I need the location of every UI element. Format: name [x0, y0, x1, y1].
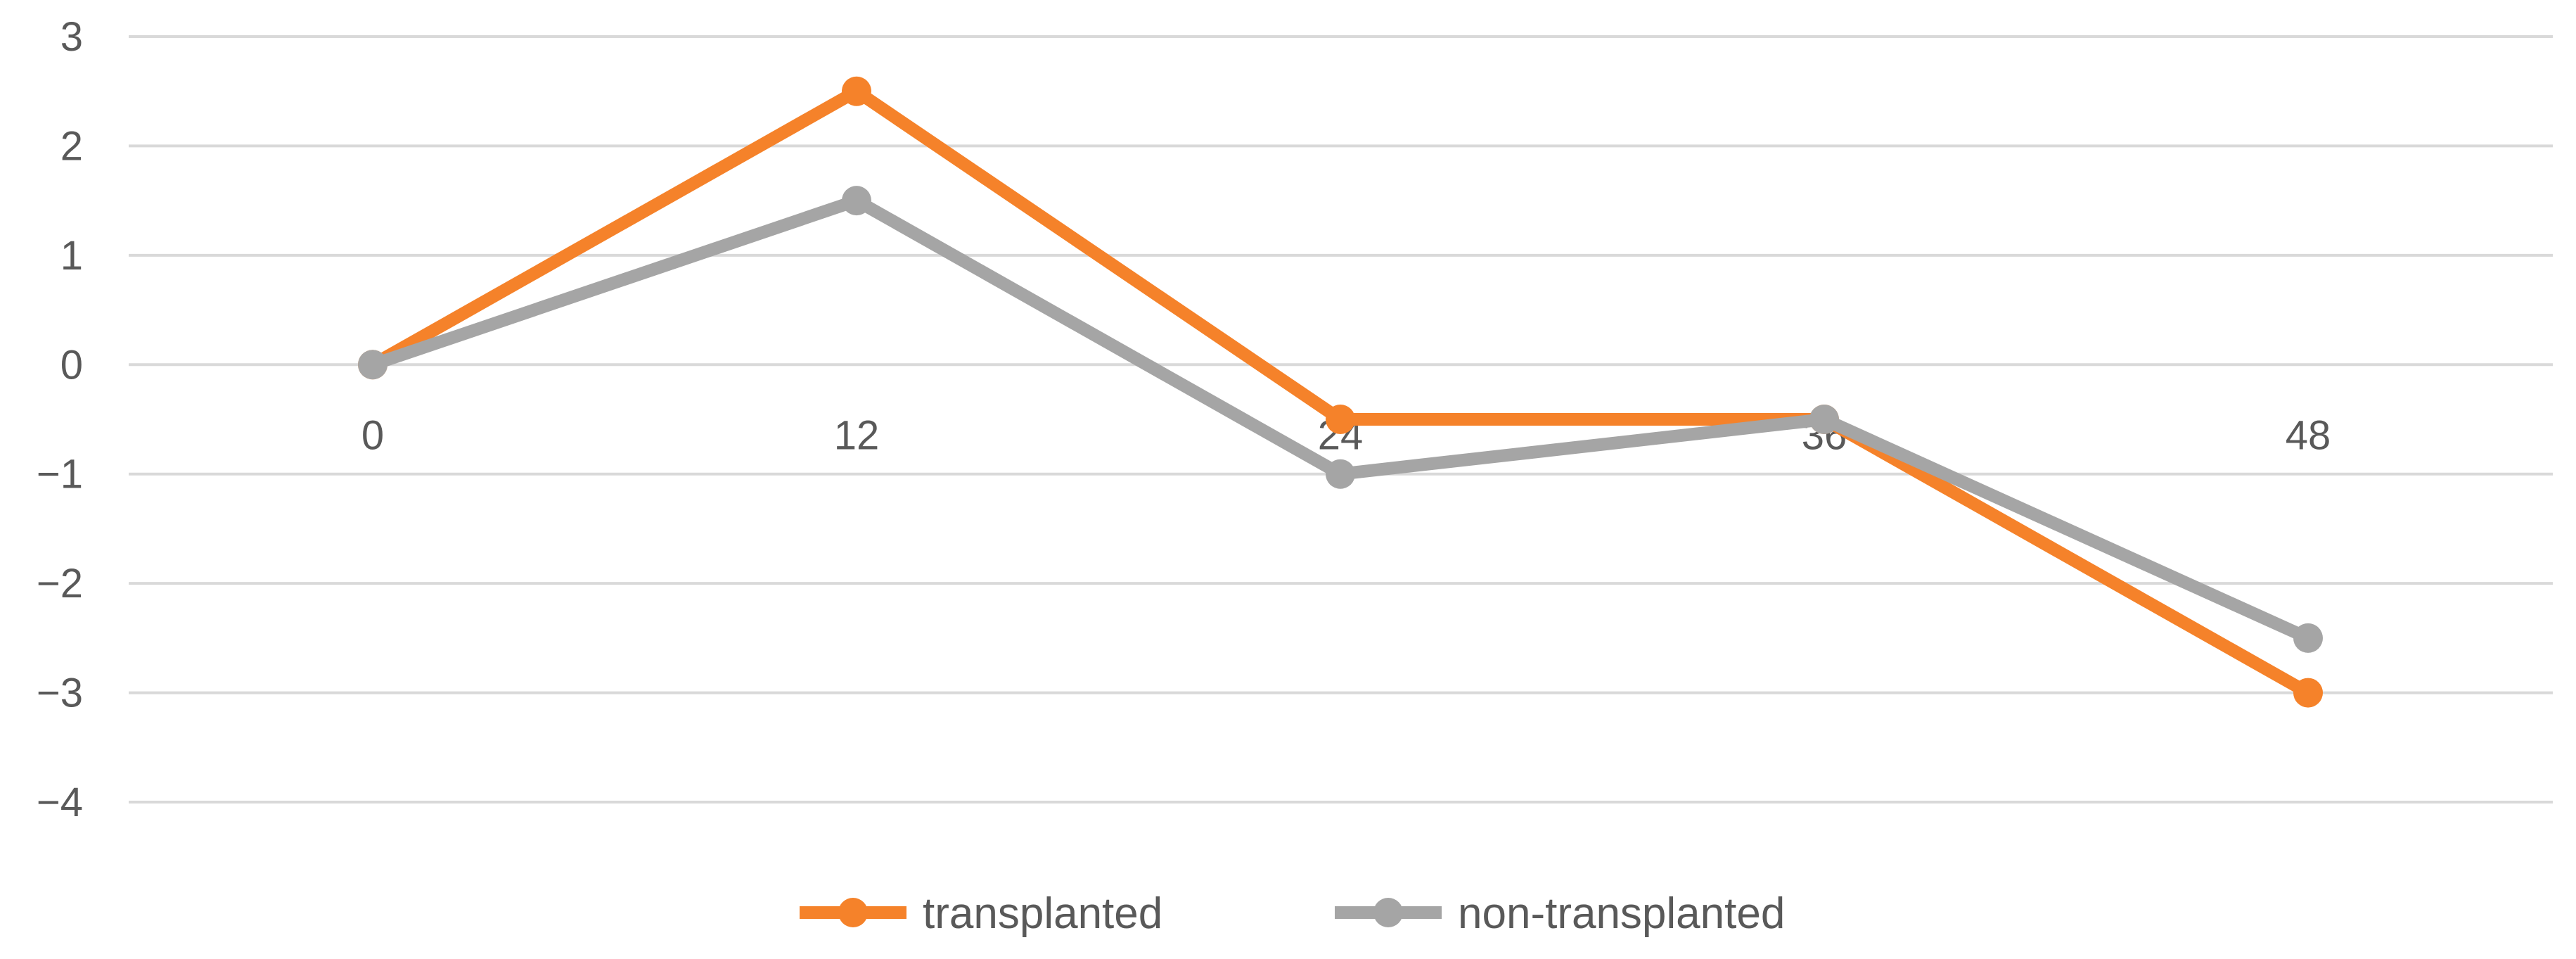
legend-label: non-transplanted — [1458, 889, 1785, 938]
series-transplanted — [358, 76, 2323, 708]
y-tick-label: −4 — [37, 780, 83, 825]
y-tick-label: −3 — [37, 671, 83, 716]
x-tick-label: 12 — [834, 412, 880, 458]
series-line — [366, 84, 2314, 699]
data-point — [842, 76, 871, 106]
data-point — [1326, 405, 1355, 434]
data-point — [358, 350, 387, 380]
y-tick-label: −2 — [37, 561, 83, 606]
data-point — [1809, 405, 1839, 434]
y-tick-label: 2 — [60, 123, 83, 169]
y-tick-label: 0 — [60, 342, 83, 388]
y-axis-ticks: 3 2 1 0 −1 −2 −3 −4 — [37, 14, 83, 825]
data-point — [1326, 459, 1355, 489]
legend-label: transplanted — [923, 889, 1162, 938]
legend-item: transplanted — [800, 889, 1162, 938]
legend-marker — [838, 898, 868, 927]
x-tick-label: 48 — [2286, 412, 2331, 458]
data-point — [2293, 623, 2323, 653]
data-point — [2293, 678, 2323, 708]
legend: transplanted non-transplanted — [800, 889, 1785, 938]
y-tick-label: 1 — [60, 233, 83, 279]
x-tick-label: 0 — [361, 412, 384, 458]
series-layer — [358, 76, 2323, 708]
y-tick-label: 3 — [60, 14, 83, 60]
data-point — [842, 186, 871, 216]
series-non-transplanted — [358, 186, 2323, 653]
x-axis-ticks: 0 12 24 36 48 — [361, 412, 2331, 458]
legend-marker — [1373, 898, 1403, 927]
legend-item: non-transplanted — [1335, 889, 1785, 938]
y-tick-label: −1 — [37, 452, 83, 497]
